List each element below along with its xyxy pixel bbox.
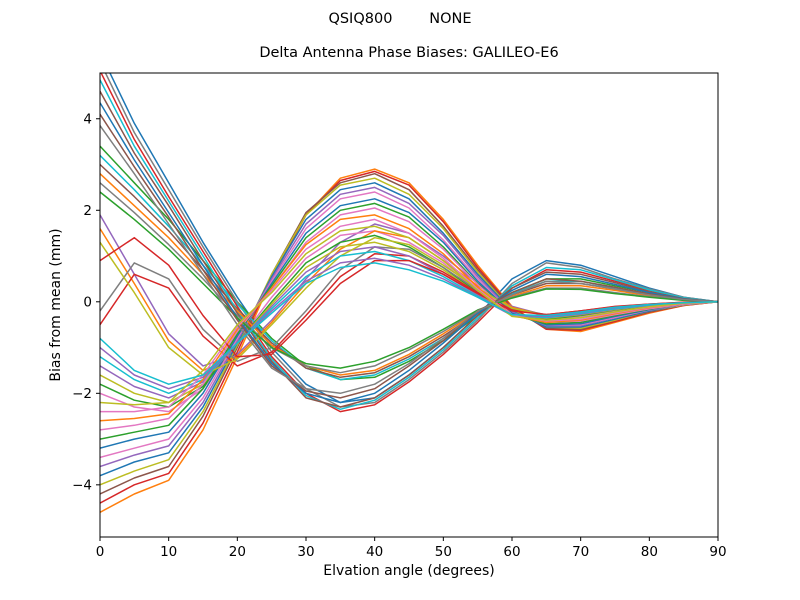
x-axis-label: Elvation angle (degrees) xyxy=(323,563,495,579)
x-tick-label: 40 xyxy=(366,544,383,560)
x-tick-label: 90 xyxy=(709,544,726,560)
series-line xyxy=(100,170,718,504)
x-tick-label: 70 xyxy=(572,544,589,560)
series-line xyxy=(100,182,718,477)
series-line xyxy=(100,177,718,486)
series-line xyxy=(100,73,718,413)
series-line xyxy=(100,191,718,369)
y-tick-label: 0 xyxy=(83,294,92,310)
series-line xyxy=(100,168,718,513)
x-tick-label: 50 xyxy=(435,544,452,560)
series-line xyxy=(100,102,718,404)
series-line xyxy=(100,214,718,422)
series-line xyxy=(100,125,718,395)
series-line xyxy=(100,207,718,431)
series-line xyxy=(104,73,718,408)
series-line xyxy=(100,79,718,411)
x-tick-label: 20 xyxy=(229,544,246,560)
axes-title: Delta Antenna Phase Biases: GALILEO-E6 xyxy=(259,45,559,61)
y-tick-label: 4 xyxy=(83,111,92,127)
plot-area xyxy=(100,73,718,537)
series-line xyxy=(100,191,718,459)
axes-spines xyxy=(99,72,719,538)
series-line xyxy=(100,113,718,399)
x-tick-label: 80 xyxy=(641,544,658,560)
x-tick-label: 10 xyxy=(160,544,177,560)
y-tick-label: −2 xyxy=(72,386,92,402)
y-axis-label: Bias from mean (mm) xyxy=(48,228,64,382)
series-line xyxy=(100,262,718,385)
series-line xyxy=(100,198,718,449)
series-line xyxy=(100,236,718,358)
x-tick-label: 60 xyxy=(503,544,520,560)
x-tick-label: 0 xyxy=(96,544,105,560)
series-line xyxy=(100,90,718,408)
series-line xyxy=(100,225,718,406)
x-tick-label: 30 xyxy=(297,544,314,560)
figure-title: QSIQ800 NONE xyxy=(328,11,472,27)
y-tick-label: 2 xyxy=(83,203,92,219)
series-group xyxy=(100,73,718,513)
y-tick-label: −4 xyxy=(72,477,92,493)
series-line xyxy=(100,202,718,440)
series-line xyxy=(100,182,718,374)
